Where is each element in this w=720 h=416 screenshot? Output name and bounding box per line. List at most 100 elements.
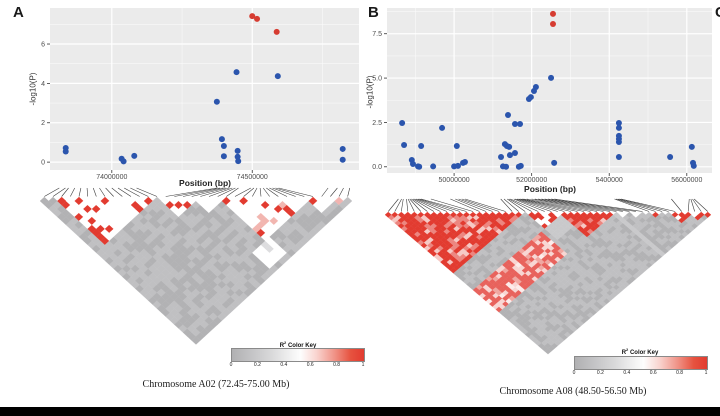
svg-text:2: 2 bbox=[41, 120, 45, 127]
data-point-non-significant bbox=[439, 124, 446, 131]
ld-fan-lines bbox=[388, 198, 708, 212]
svg-text:7.5: 7.5 bbox=[372, 31, 382, 38]
panel-b-x-axis-title: Position (bp) bbox=[524, 184, 576, 194]
data-point-non-significant bbox=[339, 145, 346, 152]
data-point-non-significant bbox=[525, 96, 532, 103]
panel-a-color-key-title: R2 Color Key bbox=[279, 340, 317, 349]
data-point-non-significant bbox=[505, 111, 512, 118]
data-point-non-significant bbox=[530, 88, 537, 95]
panel-b-y-axis-title: -log10(P) bbox=[365, 75, 375, 109]
panel-b-caption: Chromosome A08 (48.50-56.50 Mb) bbox=[499, 386, 647, 397]
data-point-significant bbox=[249, 13, 256, 20]
data-point-non-significant bbox=[690, 162, 697, 169]
data-point-non-significant bbox=[615, 119, 622, 126]
svg-text:50000000: 50000000 bbox=[439, 177, 470, 184]
svg-text:5400000: 5400000 bbox=[596, 177, 623, 184]
figure-bottom-border bbox=[0, 407, 720, 416]
data-point-non-significant bbox=[274, 73, 281, 80]
data-point-non-significant bbox=[551, 159, 558, 166]
data-point-non-significant bbox=[503, 163, 510, 170]
data-point-non-significant bbox=[548, 74, 555, 81]
plot-background bbox=[387, 8, 712, 173]
data-point-significant bbox=[549, 20, 556, 27]
panel-c-partial-label: C bbox=[715, 4, 720, 21]
color-key-tick-label: 1 bbox=[704, 370, 708, 376]
svg-text:2.5: 2.5 bbox=[372, 120, 382, 127]
color-key-tick-label: 0 bbox=[572, 370, 576, 376]
data-point-non-significant bbox=[506, 143, 513, 150]
data-point-non-significant bbox=[430, 163, 437, 170]
data-point-non-significant bbox=[615, 124, 622, 131]
svg-text:4: 4 bbox=[41, 81, 45, 88]
data-point-non-significant bbox=[213, 98, 220, 105]
data-point-non-significant bbox=[461, 159, 468, 165]
panel-a-caption: Chromosome A02 (72.45-75.00 Mb) bbox=[142, 379, 290, 390]
panel-a-chart: 0 2 4 6 74000000 74500000 bbox=[39, 8, 359, 345]
color-key-tick-label: 0.2 bbox=[253, 362, 261, 368]
data-point-non-significant bbox=[511, 121, 518, 128]
data-point-non-significant bbox=[498, 154, 505, 161]
panel-a-label: A bbox=[13, 4, 24, 21]
data-point-non-significant bbox=[235, 158, 242, 165]
data-point-non-significant bbox=[517, 162, 524, 169]
panel-b-color-key-bar bbox=[574, 356, 708, 370]
svg-text:6: 6 bbox=[41, 41, 45, 48]
svg-text:52000000: 52000000 bbox=[516, 177, 547, 184]
data-point-significant bbox=[273, 28, 280, 35]
panel-b-chart: 0.0 2.5 5.0 7.5 50000000 52000000 5400000 56000… bbox=[372, 8, 712, 355]
data-point-non-significant bbox=[399, 119, 406, 126]
svg-text:74500000: 74500000 bbox=[237, 174, 268, 181]
data-point-non-significant bbox=[220, 142, 227, 149]
data-point-non-significant bbox=[220, 153, 227, 160]
color-key-tick-label: 0.8 bbox=[333, 362, 341, 368]
panel-b-label: B bbox=[368, 4, 379, 21]
data-point-non-significant bbox=[454, 162, 461, 169]
gridlines bbox=[387, 8, 712, 173]
scatter-points bbox=[62, 13, 346, 165]
data-point-non-significant bbox=[615, 138, 622, 145]
data-point-significant bbox=[549, 10, 556, 17]
panel-a-y-axis-title: -log10(P) bbox=[28, 72, 38, 106]
data-point-non-significant bbox=[688, 143, 695, 150]
color-key-tick-label: 0.4 bbox=[280, 362, 288, 368]
svg-text:56000000: 56000000 bbox=[671, 177, 702, 184]
ld-triangle bbox=[39, 196, 353, 345]
svg-text:5.0: 5.0 bbox=[372, 75, 382, 82]
color-key-tick-label: 0.6 bbox=[649, 370, 657, 376]
panel-b-color-key-title: R2 Color Key bbox=[621, 347, 659, 356]
panel-a-x-axis-title: Position (bp) bbox=[179, 178, 231, 188]
svg-text:0.0: 0.0 bbox=[372, 164, 382, 171]
data-point-non-significant bbox=[511, 149, 518, 156]
data-point-non-significant bbox=[62, 148, 69, 155]
data-point-significant bbox=[254, 15, 261, 22]
data-point-non-significant bbox=[409, 160, 416, 167]
color-key-tick-label: 1 bbox=[361, 362, 365, 368]
color-key-tick-label: 0.4 bbox=[623, 370, 631, 376]
scatter-points bbox=[399, 10, 697, 170]
data-point-non-significant bbox=[416, 163, 423, 170]
gridlines bbox=[50, 8, 359, 170]
color-key-tick-label: 0.6 bbox=[306, 362, 314, 368]
data-point-non-significant bbox=[120, 158, 127, 165]
data-point-non-significant bbox=[615, 154, 622, 161]
color-key-tick-label: 0.8 bbox=[676, 370, 684, 376]
data-point-non-significant bbox=[517, 121, 524, 128]
data-point-non-significant bbox=[453, 143, 460, 150]
plot-background bbox=[50, 8, 359, 170]
panel-a-color-key-bar bbox=[231, 348, 365, 362]
data-point-non-significant bbox=[401, 141, 408, 148]
data-point-non-significant bbox=[667, 154, 674, 161]
data-point-non-significant bbox=[218, 136, 225, 143]
ld-triangle bbox=[384, 211, 712, 355]
data-point-non-significant bbox=[339, 156, 346, 163]
data-point-non-significant bbox=[506, 152, 513, 159]
ld-fan-lines bbox=[44, 187, 351, 197]
data-point-non-significant bbox=[234, 147, 241, 154]
data-point-non-significant bbox=[418, 143, 425, 150]
color-key-tick-label: 0 bbox=[229, 362, 233, 368]
data-point-non-significant bbox=[131, 152, 138, 159]
data-point-non-significant bbox=[233, 69, 240, 76]
svg-text:0: 0 bbox=[41, 160, 45, 167]
svg-text:74000000: 74000000 bbox=[96, 174, 127, 181]
